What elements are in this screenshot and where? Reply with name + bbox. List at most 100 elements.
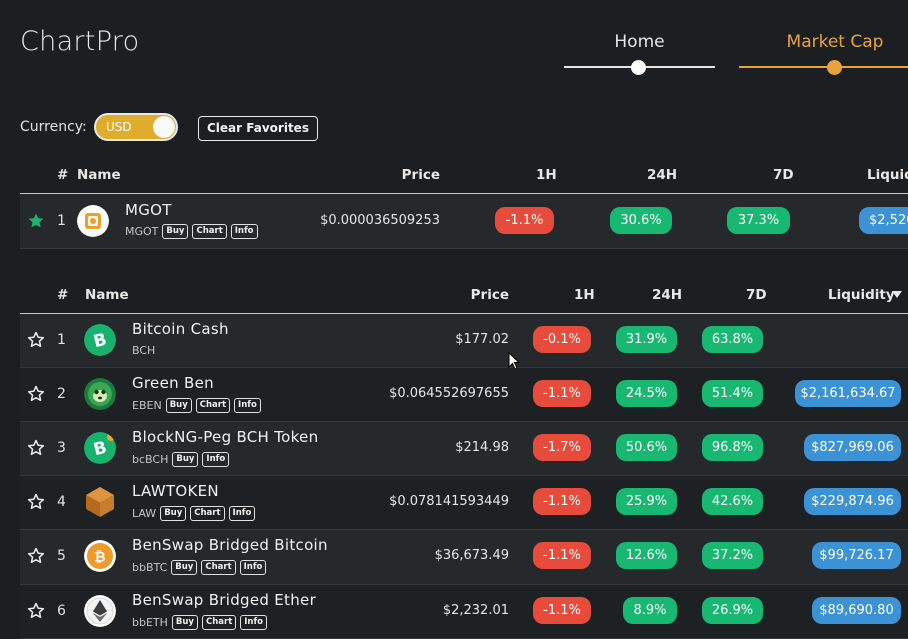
currency-label: Currency: xyxy=(20,119,87,135)
liquidity-badge: $2,520 xyxy=(859,207,908,234)
header-name[interactable]: Name xyxy=(85,287,129,303)
info-tag[interactable]: Info xyxy=(228,506,256,521)
buy-tag[interactable]: Buy xyxy=(165,398,192,413)
svg-text:B: B xyxy=(92,438,109,461)
liquidity-badge: $99,726.17 xyxy=(812,542,901,569)
rank: 5 xyxy=(57,548,66,564)
rank: 2 xyxy=(57,386,66,402)
info-tag[interactable]: Info xyxy=(234,398,261,413)
bbeth-icon xyxy=(84,595,116,627)
change-1h-badge: -1.1% xyxy=(533,542,591,569)
sort-caret-down-icon[interactable] xyxy=(892,291,902,299)
buy-tag[interactable]: Buy xyxy=(171,615,198,630)
buy-tag[interactable]: Buy xyxy=(171,560,198,575)
change-1h-badge: -1.1% xyxy=(533,488,591,515)
change-24h-badge: 25.9% xyxy=(616,488,677,515)
change-1h-badge: -1.1% xyxy=(495,207,554,234)
toggle-knob xyxy=(153,116,175,138)
price: $0.064552697655 xyxy=(389,386,509,401)
change-7d-badge: 96.8% xyxy=(702,434,763,461)
change-7d-badge: 51.4% xyxy=(702,380,763,407)
header-7d[interactable]: 7D xyxy=(746,287,767,303)
change-7d-badge: 37.2% xyxy=(702,542,763,569)
mgot-icon xyxy=(77,205,109,237)
price: $177.02 xyxy=(455,332,509,347)
currency-toggle[interactable]: USD xyxy=(94,113,178,141)
info-tag[interactable]: Info xyxy=(239,560,267,575)
header-liquidity[interactable]: Liquidity xyxy=(828,287,895,303)
nav-market-cap-dot xyxy=(827,60,842,75)
chart-tag[interactable]: Chart xyxy=(201,615,237,630)
rank: 6 xyxy=(57,603,66,619)
change-1h-badge: -1.7% xyxy=(533,434,591,461)
clear-favorites-button[interactable]: Clear Favorites xyxy=(198,116,318,141)
svg-text:₿: ₿ xyxy=(94,550,105,566)
coin-name[interactable]: BlockNG-Peg BCH Token xyxy=(132,428,319,446)
change-7d-badge: 37.3% xyxy=(727,207,790,234)
coin-name[interactable]: BenSwap Bridged Bitcoin xyxy=(132,536,328,554)
table-row[interactable]: 1 B Bitcoin Cash BCH $177.02 -0.1% 31.9%… xyxy=(20,314,908,368)
chart-tag[interactable]: Chart xyxy=(195,398,231,413)
liquidity-badge: $2,161,634.67 xyxy=(795,380,901,407)
star-outline-icon[interactable] xyxy=(27,602,45,620)
coin-subline: MGOT Buy Chart Info xyxy=(125,224,258,239)
coin-name[interactable]: Green Ben xyxy=(132,374,214,392)
coin-symbol: LAW xyxy=(132,507,157,520)
change-24h-badge: 8.9% xyxy=(623,597,677,624)
info-tag[interactable]: Info xyxy=(240,615,268,630)
star-outline-icon[interactable] xyxy=(27,439,45,457)
table-row[interactable]: 4 LAWTOKEN LAW Buy Chart Info $0.0781415… xyxy=(20,476,908,530)
bcbch-icon: B xyxy=(84,432,116,464)
header-price[interactable]: Price xyxy=(470,287,509,303)
chart-tag[interactable]: Chart xyxy=(201,560,236,575)
buy-tag[interactable]: Buy xyxy=(160,506,187,521)
nav-market-cap[interactable]: Market Cap xyxy=(786,32,884,52)
liquidity-badge: $89,690.80 xyxy=(812,597,901,624)
star-outline-icon[interactable] xyxy=(27,385,45,403)
change-24h-badge: 50.6% xyxy=(616,434,677,461)
coin-subline: bbBTC Buy Chart Info xyxy=(132,560,267,575)
chart-tag[interactable]: Chart xyxy=(190,506,225,521)
star-outline-icon[interactable] xyxy=(27,493,45,511)
liquidity-badge: $229,874.96 xyxy=(804,488,901,515)
info-tag[interactable]: Info xyxy=(202,452,230,467)
coin-subline: BCH xyxy=(132,344,155,357)
coin-name[interactable]: BenSwap Bridged Ether xyxy=(132,591,317,609)
nav-home-dot xyxy=(631,60,646,75)
table-row[interactable]: 2 Green Ben EBEN Buy Chart Info $0.06455… xyxy=(20,368,908,422)
price: $2,232.01 xyxy=(442,603,509,618)
header-1h[interactable]: 1H xyxy=(574,287,595,303)
change-24h-badge: 30.6% xyxy=(610,207,672,234)
coin-subline: EBEN Buy Chart Info xyxy=(132,398,261,413)
liquidity-badge: $827,969.06 xyxy=(804,434,901,461)
table-row[interactable]: 3 B BlockNG-Peg BCH Token bcBCH Buy Info… xyxy=(20,422,908,476)
info-tag[interactable]: Info xyxy=(230,224,258,239)
star-outline-icon[interactable] xyxy=(27,547,45,565)
nav-home[interactable]: Home xyxy=(614,32,665,52)
coin-name[interactable]: Bitcoin Cash xyxy=(132,320,229,338)
coin-symbol: bcBCH xyxy=(132,453,169,466)
fav-header-7d: 7D xyxy=(773,167,794,183)
buy-tag[interactable]: Buy xyxy=(172,452,199,467)
fav-header-liquidity: Liquid xyxy=(867,167,908,183)
coin-symbol: bbBTC xyxy=(132,561,168,574)
table-row[interactable]: 5 ₿ BenSwap Bridged Bitcoin bbBTC Buy Ch… xyxy=(20,530,908,585)
header-24h[interactable]: 24H xyxy=(652,287,683,303)
change-7d-badge: 42.6% xyxy=(702,488,763,515)
header-divider xyxy=(20,313,908,314)
coin-subline: bbETH Buy Chart Info xyxy=(132,615,268,630)
fav-header-1h: 1H xyxy=(536,167,557,183)
coin-name[interactable]: LAWTOKEN xyxy=(132,482,219,500)
star-outline-icon[interactable] xyxy=(27,331,45,349)
favorite-row[interactable]: 1 MGOT MGOT Buy Chart Info $0.0000365092… xyxy=(20,194,908,249)
rank: 4 xyxy=(57,494,66,510)
nav-market-cap-line xyxy=(739,66,908,68)
change-1h-badge: -1.1% xyxy=(533,597,591,624)
header-rank: # xyxy=(57,287,69,303)
buy-tag[interactable]: Buy xyxy=(162,224,189,239)
star-filled-icon[interactable] xyxy=(27,212,45,230)
table-row[interactable]: 6 BenSwap Bridged Ether bbETH Buy Chart … xyxy=(20,585,908,639)
chart-tag[interactable]: Chart xyxy=(192,224,227,239)
coin-name[interactable]: MGOT xyxy=(125,201,172,219)
bitcoin-cash-icon: B xyxy=(84,324,116,356)
